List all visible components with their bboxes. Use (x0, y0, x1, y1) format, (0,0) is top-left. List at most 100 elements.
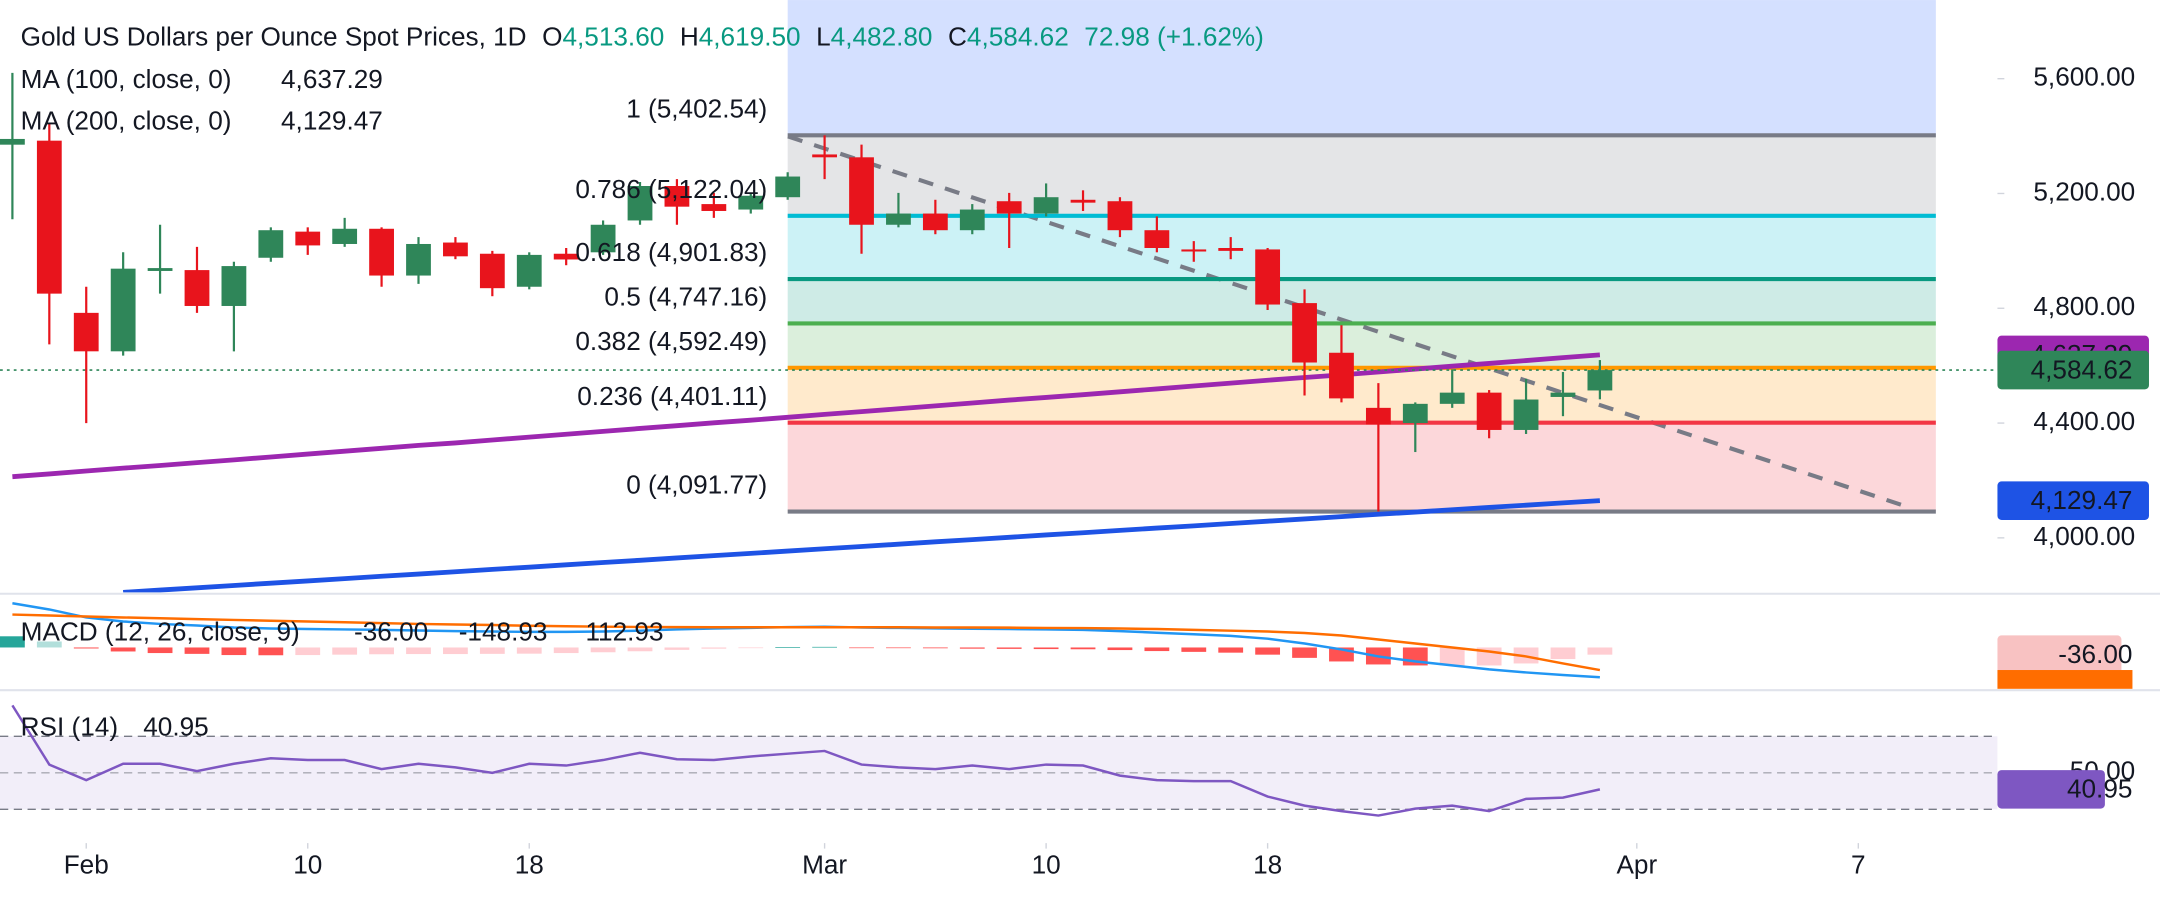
signal-line (12, 613, 1601, 672)
y-tick-label: 5,600.00 (2033, 62, 2135, 92)
macd-histogram-bar (1439, 647, 1465, 666)
macd-histogram-bar (627, 647, 653, 652)
candle-body (147, 268, 173, 271)
fib-zone (787, 135, 1936, 216)
macd-histogram-bar (701, 647, 727, 649)
x-tick-label: Feb (64, 849, 109, 879)
moving-average (123, 498, 1601, 593)
y-tick-label: 4,800.00 (2033, 291, 2135, 321)
y-tick-label: 5,200.00 (2033, 176, 2135, 206)
x-tick-label: 10 (293, 849, 322, 879)
macd-hist-box (1997, 635, 2122, 674)
candle-body (36, 140, 62, 294)
x-tick-label: 18 (515, 849, 544, 879)
candle-body (184, 270, 210, 306)
macd-histogram-bar (332, 647, 358, 655)
macd-hist-text: -36.00 (2058, 639, 2132, 669)
candle-body (1439, 392, 1465, 404)
macd-title: MACD (12, 26, close, 9) (21, 617, 300, 647)
macd-histogram-bar (1550, 647, 1576, 660)
last-price-box (1997, 350, 2149, 390)
candle-body (996, 201, 1022, 214)
ma200-price-box (1997, 481, 2149, 520)
fib-label: 0.5 (4,747.16) (604, 282, 767, 312)
macd-histogram-bar (110, 647, 136, 652)
macd-histogram-bar (1181, 647, 1207, 652)
fib-zone (787, 422, 1936, 512)
macd-histogram-bar (1144, 647, 1170, 652)
macd-histogram-bar (812, 646, 837, 648)
macd-histogram-bar (369, 647, 394, 655)
macd-histogram-bar (738, 647, 764, 649)
candle-body (1144, 230, 1170, 248)
macd-histogram-bar (221, 647, 247, 656)
legend-key: C (948, 22, 967, 52)
candle-body (1513, 399, 1539, 430)
candle-body (0, 138, 25, 145)
candle-body (959, 209, 985, 231)
candle-body (1329, 352, 1354, 399)
y-tick-label: 4,000.00 (2033, 521, 2135, 551)
candle-body (849, 157, 874, 225)
fib-label: 0 (4,091.77) (626, 470, 767, 500)
candle-body (812, 154, 837, 158)
macd-histogram-bar (516, 647, 542, 654)
fib-zone (787, 279, 1936, 324)
legend-name: MA (100, close, 0) (21, 64, 232, 94)
fib-label: 0.382 (4,592.49) (575, 326, 767, 356)
rsi-box (1997, 770, 2105, 809)
signal-value: 112.93 (585, 617, 663, 647)
macd-histogram-bar (73, 647, 99, 649)
candle-body (922, 213, 948, 231)
candle-body (1292, 303, 1317, 363)
candle-body (1255, 249, 1281, 305)
y-tick-label: 4,400.00 (2033, 406, 2135, 436)
candle-body (221, 266, 247, 306)
macd-histogram-bar (775, 647, 801, 648)
legend-value: 4,129.47 (281, 106, 383, 136)
legend-value: 4,637.29 (281, 64, 383, 94)
fib-zone (787, 323, 1936, 368)
candle-body (1181, 249, 1207, 252)
candle-body (516, 254, 542, 287)
macd-histogram-bar (996, 647, 1022, 649)
macd-histogram-bar (406, 647, 431, 655)
macd-histogram-bar (590, 647, 616, 653)
candle-body (1476, 392, 1502, 430)
macd-histogram-bar (184, 647, 210, 654)
last-price-text: 4,584.62 (2031, 354, 2133, 384)
candle-body (590, 224, 616, 253)
macd-histogram-bar (1218, 647, 1244, 653)
legend-value: 4,482.80 (831, 22, 933, 52)
candle-body (479, 253, 505, 289)
candle-body (1550, 392, 1576, 397)
candle-body (886, 213, 911, 225)
labels: Gold US Dollars per Ounce Spot Prices, 1… (21, 22, 1264, 742)
macd-histogram-bar (147, 647, 173, 654)
ma200-price-text: 4,129.47 (2031, 485, 2133, 515)
fib-label: 1 (5,402.54) (626, 93, 767, 123)
candle-body (1107, 201, 1133, 231)
rsi-text: 40.95 (2067, 774, 2132, 804)
macd-value: -148.93 (459, 617, 548, 647)
change: 72.98 (+1.62%) (1084, 22, 1264, 52)
candle-body (701, 204, 727, 211)
candle-body (295, 231, 321, 246)
macd-histogram-bar (1587, 647, 1613, 655)
macd-histogram-bar (664, 647, 690, 650)
macd-histogram-bar (479, 647, 505, 654)
macd-histogram-bar (1107, 647, 1133, 651)
fib-label: 0.786 (5,122.04) (575, 174, 767, 204)
legend-value: 4,584.62 (967, 22, 1069, 52)
candle-body (553, 253, 579, 260)
macd-histogram-bar (849, 647, 874, 649)
macd-pane (0, 602, 1613, 679)
axes: 4,000.00 4,400.00 4,800.00 5,200.00 5,600.00… (64, 62, 2149, 879)
candle-body (738, 195, 764, 210)
signal-price-box (1997, 670, 2133, 689)
price-pane (0, 72, 1998, 593)
macd-histogram-bar (1292, 647, 1317, 658)
candle-body (1365, 407, 1391, 425)
